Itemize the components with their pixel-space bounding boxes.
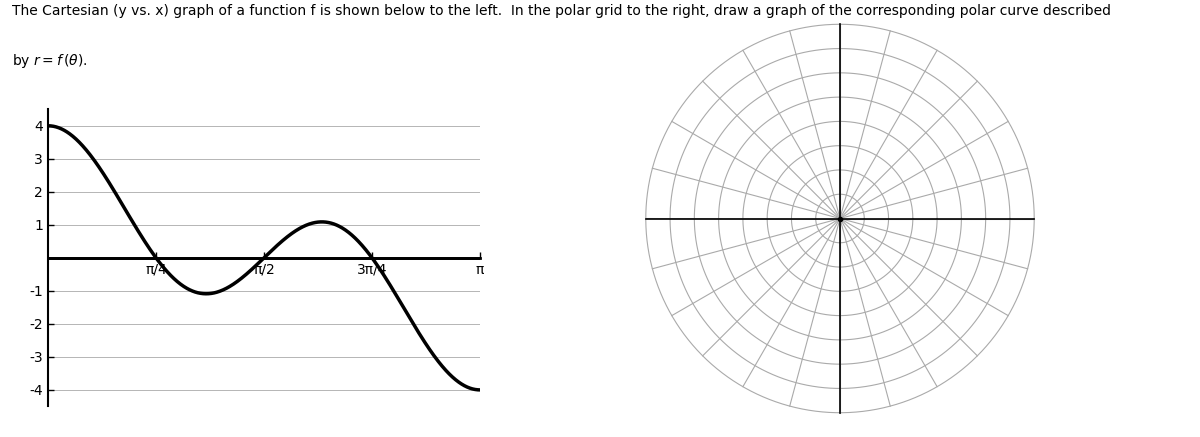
Text: by $r = f\,(\theta)$.: by $r = f\,(\theta)$. [12, 52, 88, 70]
Text: The Cartesian (y vs. x) graph of a function f is shown below to the left.  In th: The Cartesian (y vs. x) graph of a funct… [12, 4, 1111, 18]
